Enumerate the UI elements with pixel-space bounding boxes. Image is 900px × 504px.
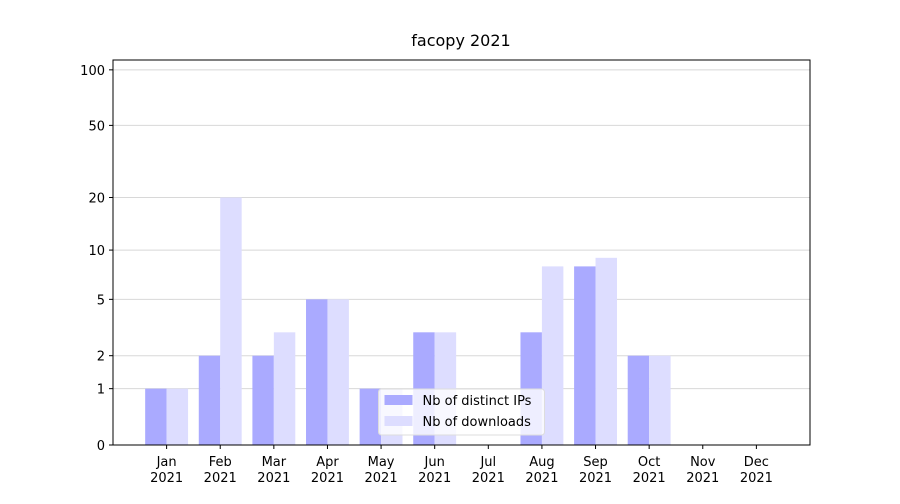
plot-frame xyxy=(112,59,811,446)
x-tick-label: Nov 2021 xyxy=(686,455,719,486)
y-tick-label: 5 xyxy=(97,293,105,308)
legend-box xyxy=(378,388,545,436)
x-tick-label: Jan 2021 xyxy=(150,455,183,486)
x-tick-label: Dec 2021 xyxy=(740,455,773,486)
bar xyxy=(220,197,242,445)
bar xyxy=(574,266,596,445)
y-tick-label: 2 xyxy=(97,350,105,365)
x-tick-label: Oct 2021 xyxy=(633,455,666,486)
x-tick-label: Jul 2021 xyxy=(472,455,505,486)
legend-swatch xyxy=(384,416,413,426)
x-tick-label: May 2021 xyxy=(365,455,398,486)
legend-label: Nb of distinct IPs xyxy=(423,394,532,409)
x-tick-label: Feb 2021 xyxy=(204,455,237,486)
legend: Nb of distinct IPs Nb of downloads xyxy=(378,388,545,436)
legend-label: Nb of downloads xyxy=(423,415,532,430)
bar xyxy=(649,355,671,445)
bar xyxy=(198,355,221,445)
bar xyxy=(595,257,617,445)
bar xyxy=(273,332,296,445)
bar xyxy=(627,355,650,445)
x-tick-label: Apr 2021 xyxy=(311,455,344,486)
y-tick-label: 0 xyxy=(97,439,105,454)
x-tick-label: Aug 2021 xyxy=(525,455,558,486)
y-tick-label: 1 xyxy=(97,383,105,398)
y-tick-label: 100 xyxy=(80,64,105,79)
x-tick-label: Mar 2021 xyxy=(257,455,290,486)
y-tick-label: 10 xyxy=(88,244,105,259)
bar xyxy=(359,388,382,445)
bar xyxy=(306,299,328,445)
y-tick-label: 20 xyxy=(88,192,105,207)
bar xyxy=(145,388,167,445)
bar xyxy=(166,388,189,445)
y-tick-label: 50 xyxy=(88,119,105,134)
bar xyxy=(252,355,274,445)
x-tick-label: Sep 2021 xyxy=(579,455,612,486)
x-tick-label: Jun 2021 xyxy=(418,455,451,486)
chart-title: facopy 2021 xyxy=(411,31,510,50)
bar xyxy=(327,299,349,445)
legend-swatch xyxy=(384,395,413,405)
bar xyxy=(541,266,564,445)
